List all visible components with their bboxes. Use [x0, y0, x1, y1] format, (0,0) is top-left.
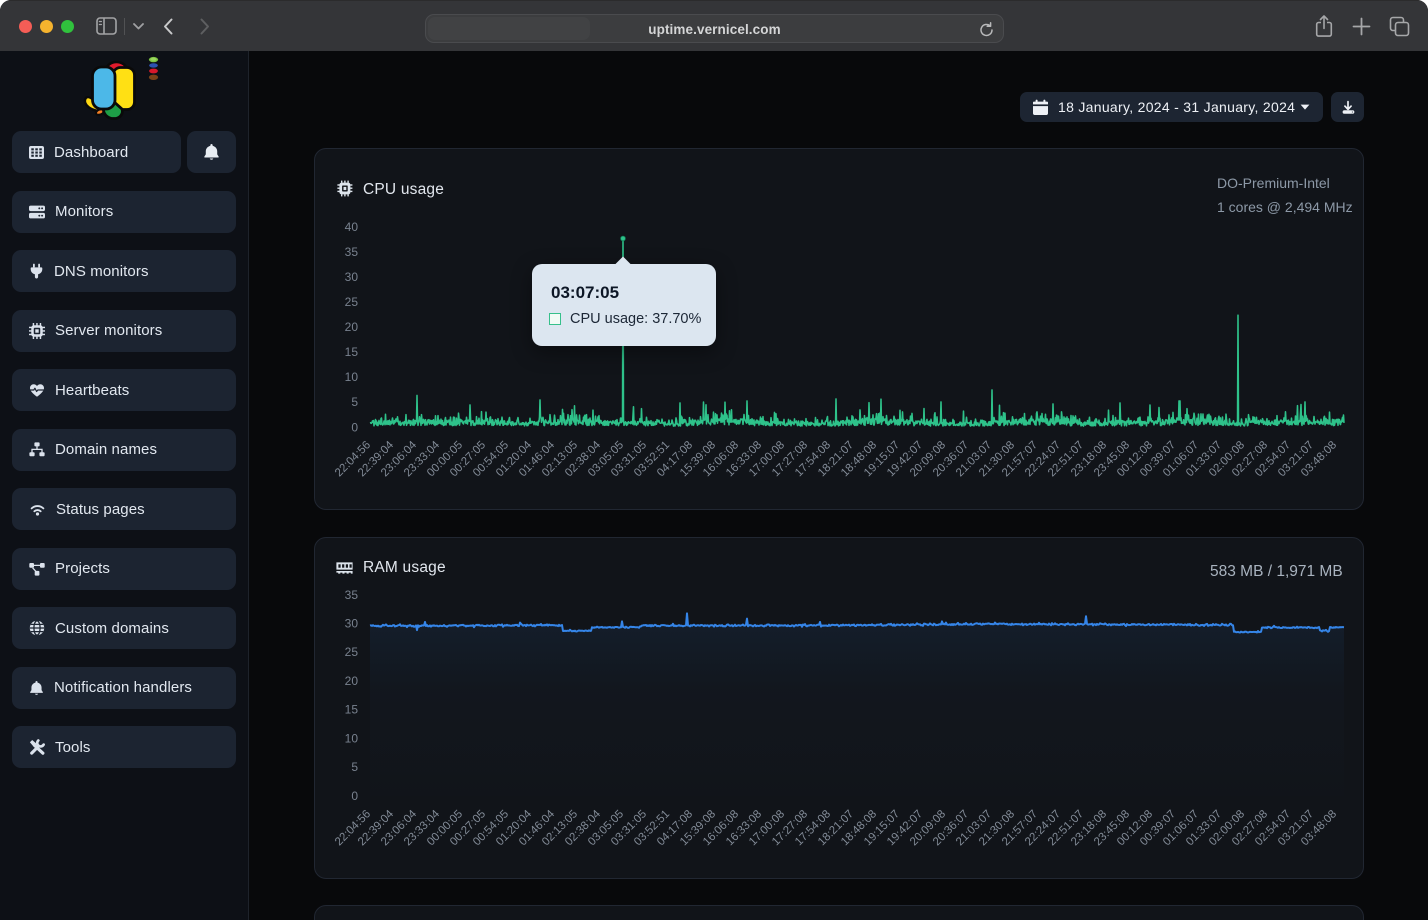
svg-text:25: 25 [345, 295, 359, 309]
svg-text:5: 5 [351, 760, 358, 774]
svg-text:10: 10 [345, 731, 359, 745]
svg-text:40: 40 [345, 220, 359, 234]
svg-text:30: 30 [345, 270, 359, 284]
svg-text:0: 0 [351, 420, 358, 434]
svg-text:20: 20 [345, 674, 359, 688]
svg-text:35: 35 [345, 245, 359, 259]
svg-text:10: 10 [345, 370, 359, 384]
svg-text:5: 5 [351, 395, 358, 409]
svg-text:20: 20 [345, 320, 359, 334]
svg-text:15: 15 [345, 345, 359, 359]
svg-text:25: 25 [345, 645, 359, 659]
svg-text:15: 15 [345, 703, 359, 717]
svg-text:30: 30 [345, 617, 359, 631]
svg-text:35: 35 [345, 588, 359, 602]
svg-text:0: 0 [351, 789, 358, 803]
